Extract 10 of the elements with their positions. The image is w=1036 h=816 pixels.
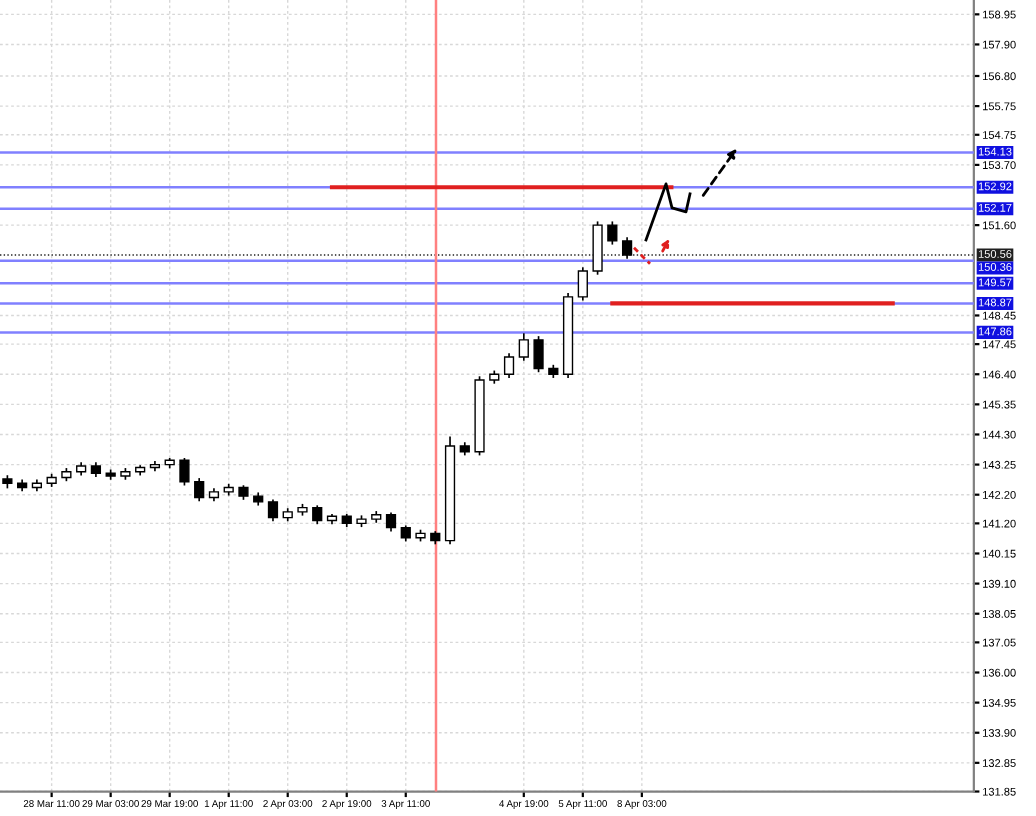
candlestick [577, 267, 588, 301]
candlestick [533, 336, 544, 373]
candlestick [179, 458, 190, 486]
candlestick [621, 237, 633, 259]
candlestick [194, 478, 205, 502]
candlestick [592, 221, 603, 275]
candlestick [518, 333, 529, 361]
candlestick [607, 221, 618, 245]
candlestick [503, 353, 515, 378]
candlestick [267, 499, 279, 522]
